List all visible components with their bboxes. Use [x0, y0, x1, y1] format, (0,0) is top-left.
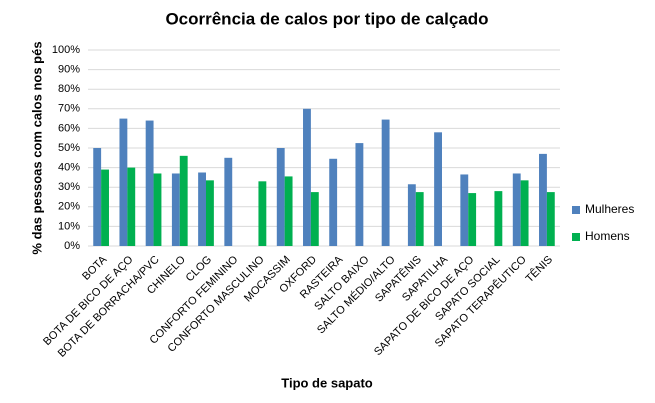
bar — [310, 192, 319, 246]
bar — [145, 120, 154, 246]
bar — [512, 173, 521, 246]
x-tick-label: TÊNIS — [523, 253, 555, 285]
y-tick-label: 100% — [52, 44, 80, 56]
chart-title: Ocorrência de calos por tipo de calçado — [165, 9, 488, 28]
bar — [119, 118, 128, 246]
bar — [198, 172, 206, 246]
y-tick-label: 10% — [58, 220, 80, 232]
bar — [494, 191, 503, 246]
bar — [153, 173, 162, 246]
y-tick-label: 50% — [58, 142, 80, 154]
bar — [520, 180, 529, 246]
y-tick-label: 60% — [58, 122, 80, 134]
bar — [381, 119, 390, 246]
y-tick-label: 70% — [58, 103, 80, 115]
bar — [539, 153, 547, 246]
bar — [276, 148, 285, 246]
bar — [179, 155, 188, 246]
bar — [284, 176, 293, 246]
y-tick-label: 0% — [64, 240, 80, 252]
bar — [355, 143, 364, 246]
bar — [460, 174, 469, 246]
bar — [303, 108, 311, 246]
bar — [415, 192, 424, 246]
legend-swatch — [572, 233, 580, 241]
x-axis-title: Tipo de sapato — [281, 375, 373, 390]
y-tick-label: 90% — [58, 64, 80, 76]
bar — [468, 193, 477, 246]
legend-label: Homens — [585, 229, 630, 243]
bar — [434, 132, 442, 246]
bar — [127, 167, 136, 246]
y-axis-title: % das pessoas com calos nos pés — [29, 41, 44, 254]
y-tick-label: 20% — [58, 201, 80, 213]
y-tick-label: 30% — [58, 181, 80, 193]
legend-swatch — [572, 206, 580, 214]
y-tick-label: 40% — [58, 162, 80, 174]
y-tick-label: 80% — [58, 83, 80, 95]
bar — [224, 157, 233, 246]
legend-label: Mulheres — [585, 202, 634, 216]
x-tick-label: BOTA DE BORRACHA/PVC — [56, 254, 162, 360]
bar — [329, 158, 338, 246]
bar — [546, 192, 555, 246]
bar — [93, 148, 102, 246]
bar — [101, 169, 109, 246]
bar — [206, 180, 214, 246]
bar — [171, 173, 180, 246]
bar — [258, 181, 267, 246]
bar — [407, 184, 416, 246]
